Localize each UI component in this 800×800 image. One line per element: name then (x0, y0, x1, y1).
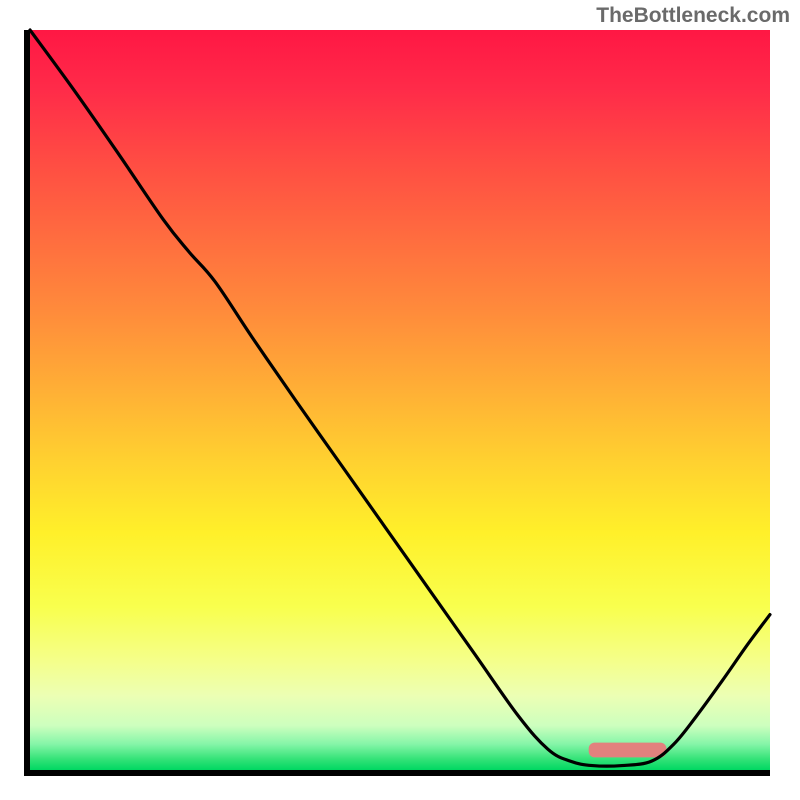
attribution-label: TheBottleneck.com (596, 4, 790, 28)
valley-marker (589, 743, 667, 758)
bottleneck-chart (0, 0, 800, 800)
chart-container: TheBottleneck.com (0, 0, 800, 800)
plot-gradient (30, 30, 770, 770)
